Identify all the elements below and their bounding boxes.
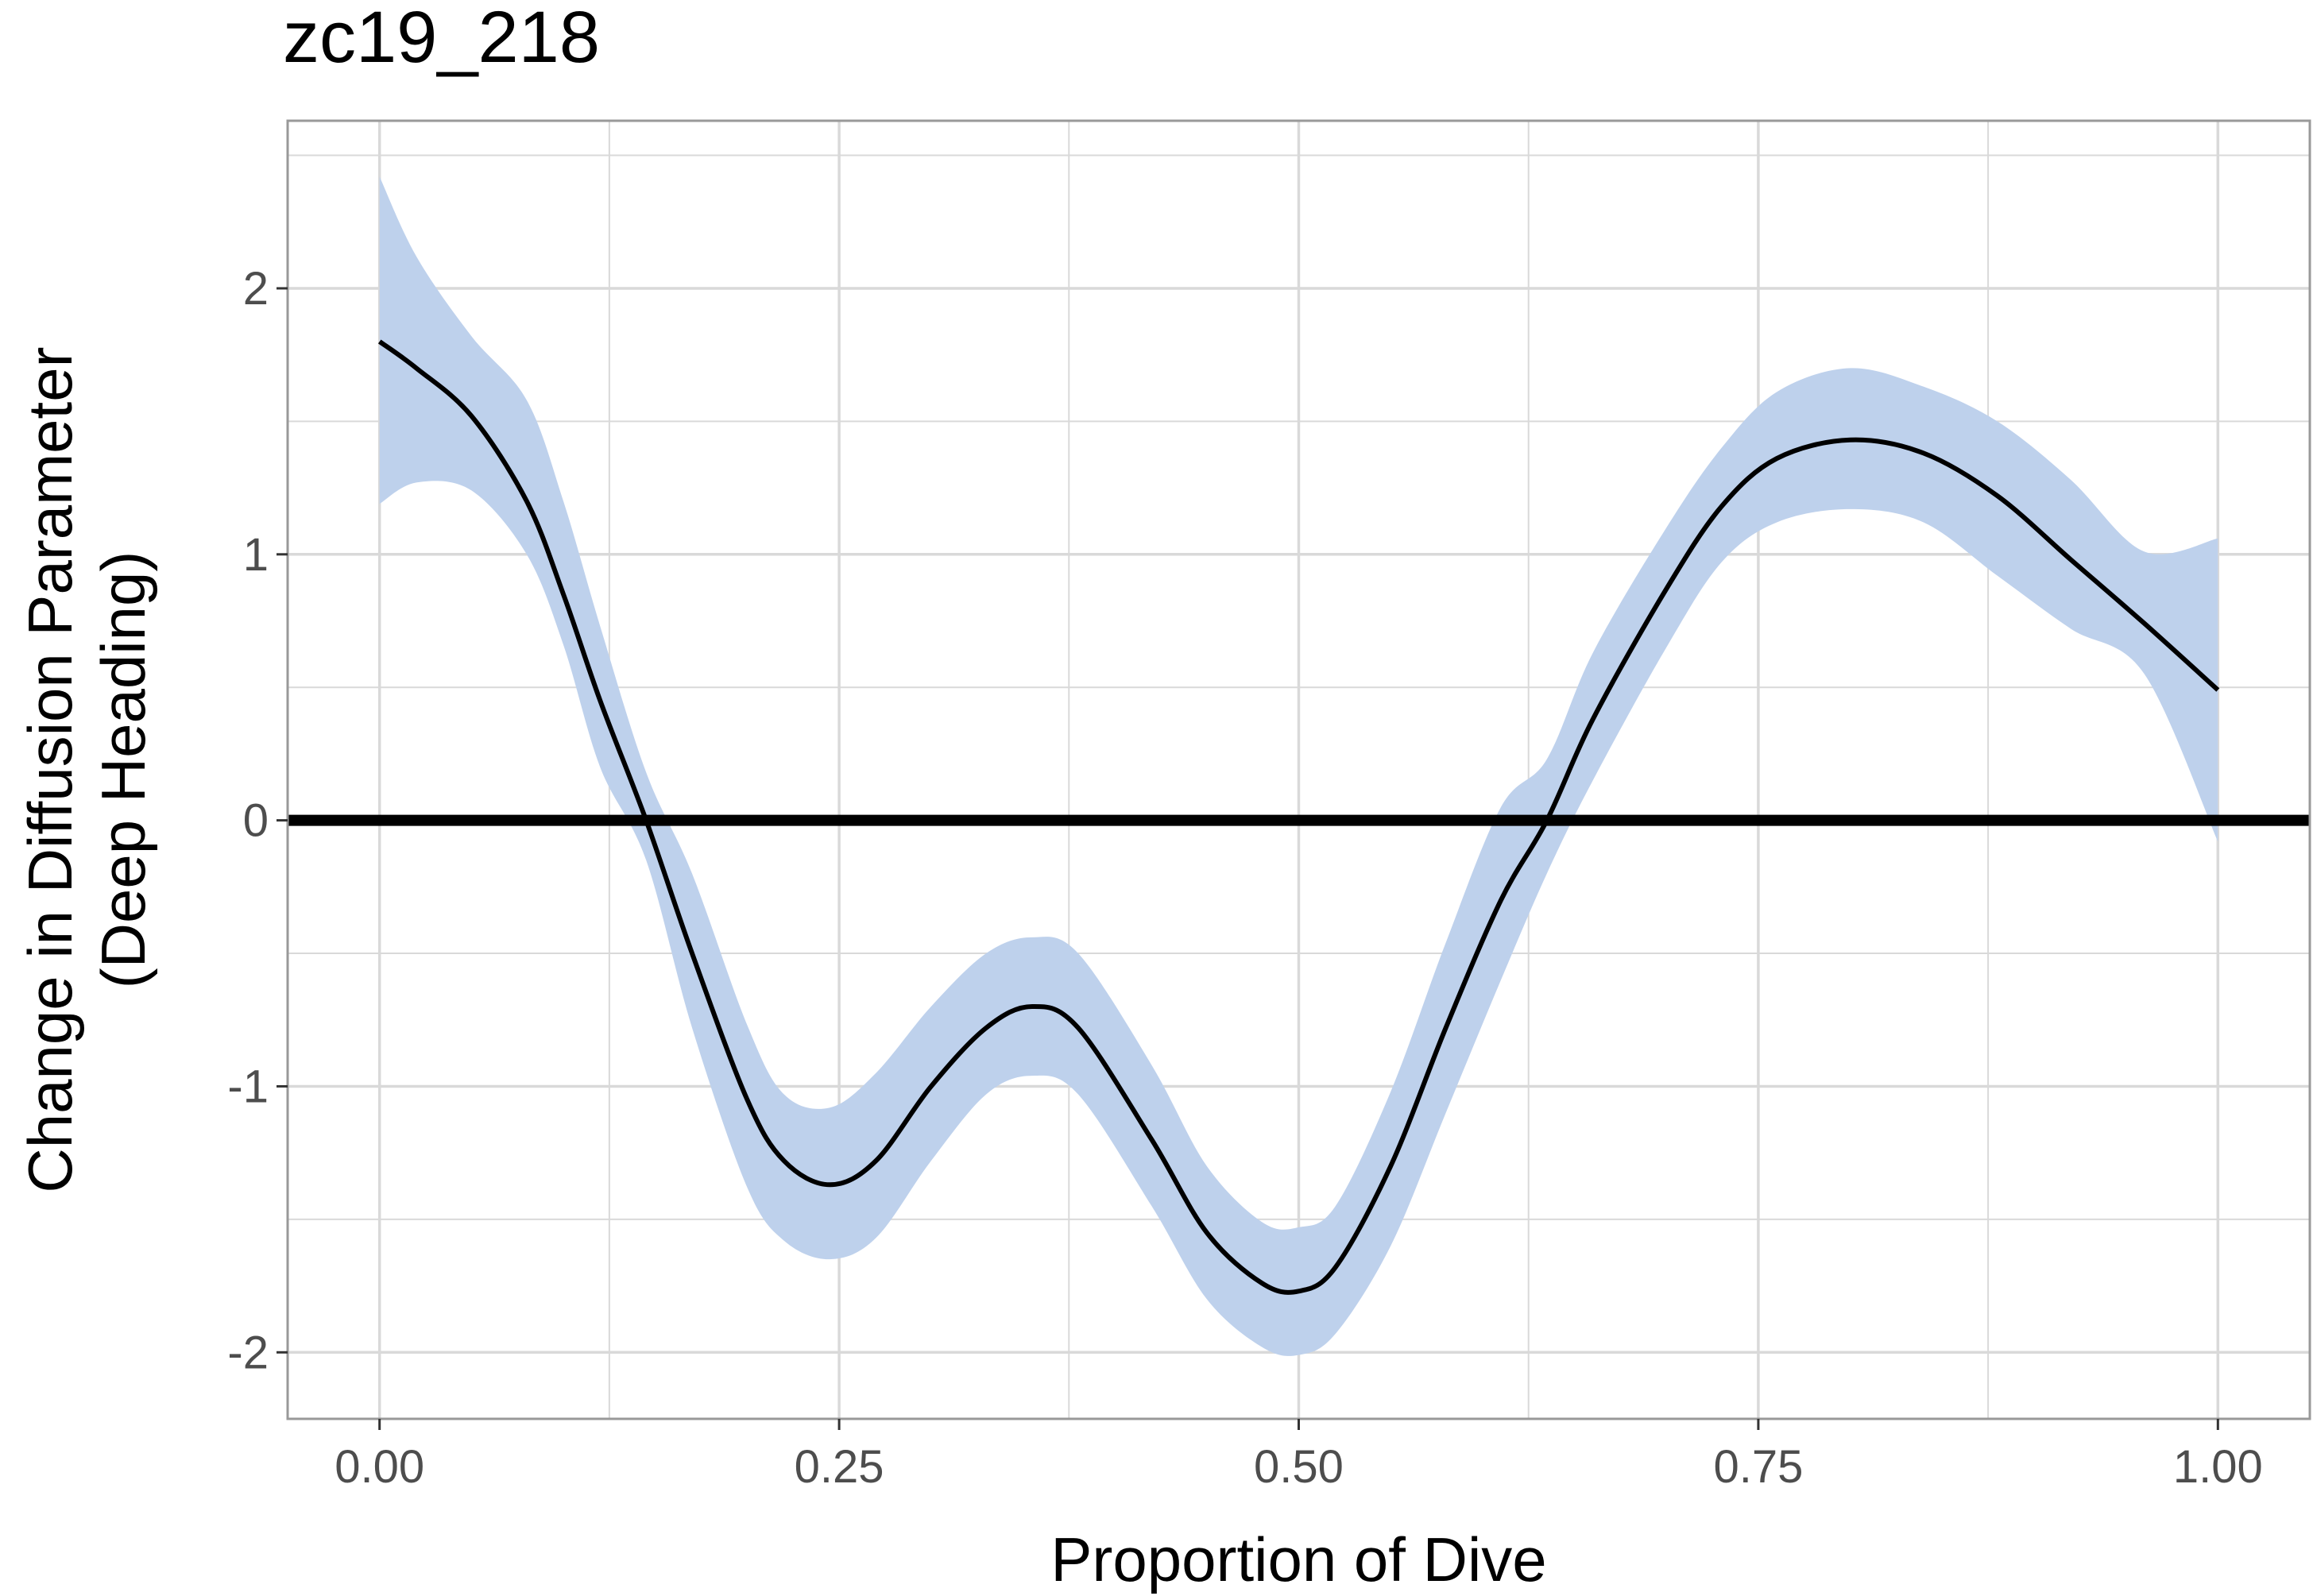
- x-tick-label: 1.00: [2173, 1441, 2263, 1493]
- x-tick-label: 0.25: [795, 1441, 884, 1493]
- y-tick-label: -1: [227, 1061, 269, 1112]
- x-axis: 0.00 0.25 0.50 0.75 1.00: [335, 1419, 2263, 1493]
- x-tick-label: 0.50: [1254, 1441, 1344, 1493]
- y-axis-title-line: (Deep Heading): [88, 551, 158, 989]
- y-tick-label: 1: [243, 529, 269, 581]
- y-tick-label: 0: [243, 795, 269, 847]
- y-axis: -2 -1 0 1 2: [227, 263, 288, 1378]
- x-tick-label: 0.00: [335, 1441, 424, 1493]
- x-tick-label: 0.75: [1713, 1441, 1803, 1493]
- y-tick-label: 2: [243, 263, 269, 315]
- chart-title: zc19_218: [283, 0, 600, 78]
- x-axis-title: Proportion of Dive: [1050, 1525, 1546, 1594]
- y-axis-title: Change in Diffusion Parameter (Deep Headi…: [15, 346, 158, 1192]
- y-tick-label: -2: [227, 1327, 269, 1378]
- series-line: [377, 339, 2220, 1295]
- y-axis-title-line: Change in Diffusion Parameter: [15, 346, 85, 1192]
- grid: [288, 121, 2310, 1419]
